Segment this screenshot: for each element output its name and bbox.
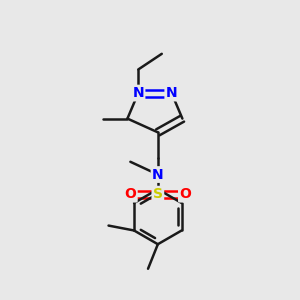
Text: S: S <box>153 187 163 201</box>
Text: N: N <box>132 86 144 100</box>
Text: N: N <box>152 167 164 182</box>
Text: O: O <box>179 187 191 201</box>
Text: N: N <box>166 86 177 100</box>
Text: O: O <box>124 187 136 201</box>
